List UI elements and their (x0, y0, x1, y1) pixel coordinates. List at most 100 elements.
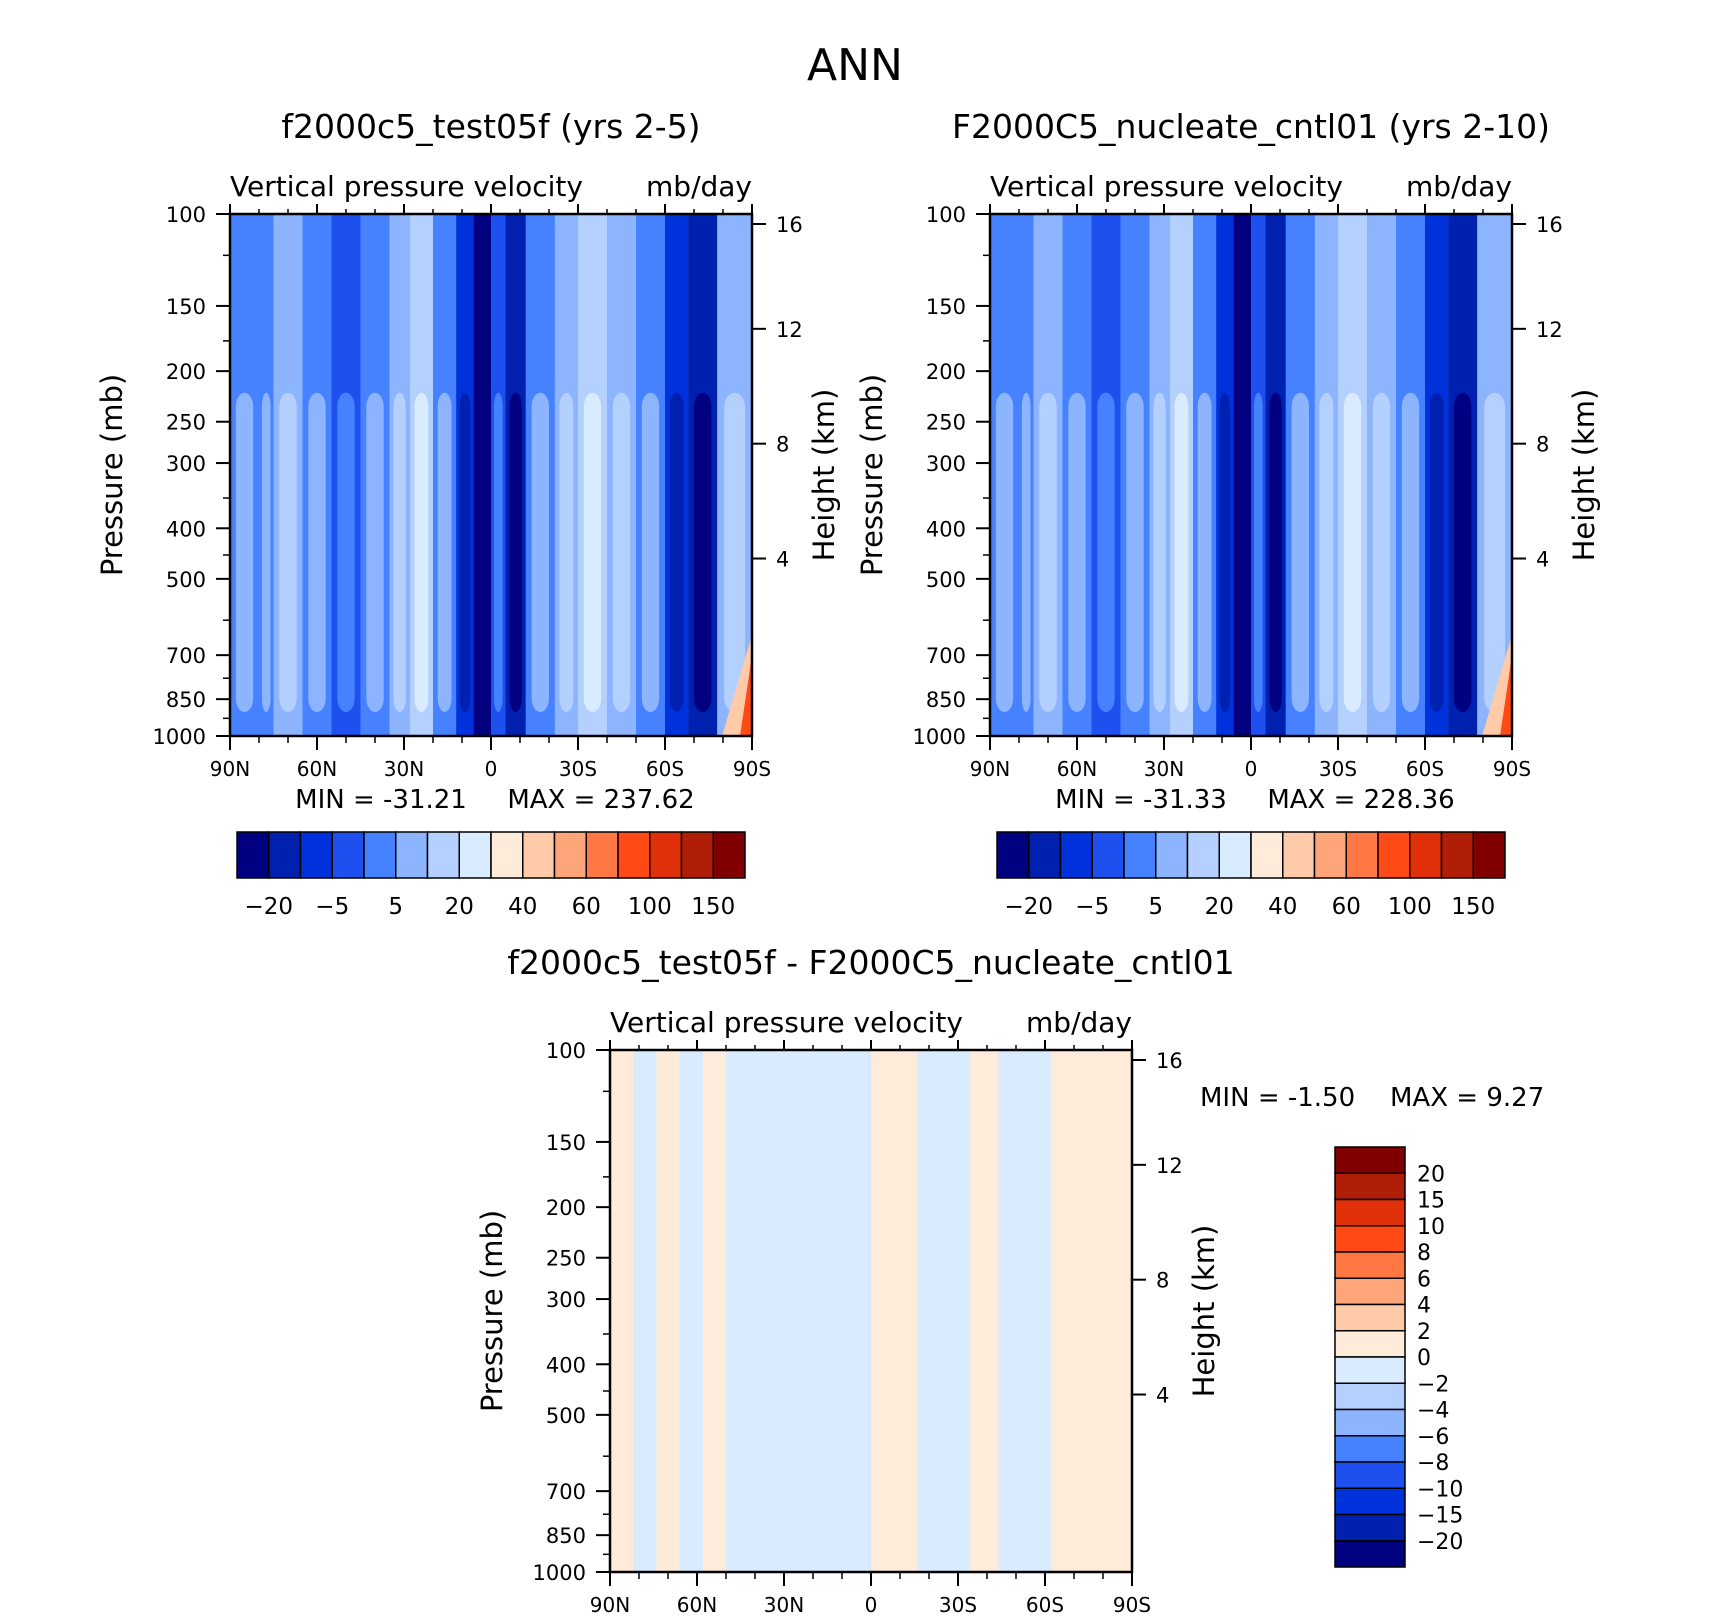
y2-tick-label: 16 (1536, 213, 1563, 237)
y2-tick-label: 16 (776, 213, 803, 237)
x-tick-label: 90N (210, 757, 250, 781)
x-tick-label: 90S (733, 757, 771, 781)
max-label: MAX = 228.36 (1267, 785, 1454, 815)
y-tick-label: 1000 (533, 1561, 586, 1585)
field-band (842, 1050, 871, 1572)
y2-tick-label: 12 (776, 318, 803, 342)
field-core (1153, 392, 1166, 713)
y-tick-label: 200 (546, 1196, 586, 1220)
field-positive-core (1500, 655, 1512, 736)
field-core (261, 392, 271, 713)
field-core (308, 392, 326, 713)
x-tick-label: 0 (485, 757, 498, 781)
y2-axis-label: Height (km) (1567, 389, 1601, 562)
panel-title: F2000C5_nucleate_cntl01 (yrs 2-10) (952, 107, 1550, 146)
field-core (1401, 392, 1420, 713)
field-core (509, 392, 522, 713)
field-band (784, 1050, 813, 1572)
y-tick-label: 500 (166, 568, 206, 592)
y-axis-label: Pressure (mb) (95, 374, 129, 576)
colorbar-cell (1334, 1198, 1406, 1227)
panel-title: f2000c5_test05f (yrs 2-5) (281, 107, 700, 146)
y-tick-label: 150 (546, 1131, 586, 1155)
colorbar-label: 40 (1268, 894, 1297, 920)
colorbar-cell (553, 831, 587, 879)
y2-tick-label: 12 (1536, 318, 1563, 342)
field-core (1197, 392, 1212, 713)
colorbar-cell (1313, 831, 1347, 879)
field-band (946, 1050, 970, 1572)
colorbar-label: 60 (572, 894, 601, 920)
y-tick-label: 850 (166, 688, 206, 712)
colorbar-cell (458, 831, 492, 879)
colorbar-label: −15 (1417, 1504, 1463, 1529)
x-tick-label: 60N (1057, 757, 1097, 781)
colorbar-cell (1334, 1172, 1406, 1201)
x-tick-label: 0 (1245, 757, 1258, 781)
field-core (1039, 392, 1057, 713)
colorbar-cell (426, 831, 460, 879)
colorbar-label: 20 (1417, 1162, 1445, 1187)
y-tick-label: 200 (926, 360, 966, 384)
field-core (1021, 392, 1031, 713)
colorbar-label: 2 (1417, 1320, 1431, 1345)
field-core (1219, 392, 1231, 713)
field-core (459, 392, 471, 713)
x-tick-label: 90N (590, 1593, 630, 1616)
y-tick-label: 500 (926, 568, 966, 592)
colorbar-label: −4 (1417, 1399, 1449, 1424)
colorbar-label: 150 (691, 894, 735, 920)
field-positive-core (740, 655, 752, 736)
y2-tick-label: 8 (1536, 433, 1549, 457)
y-tick-label: 300 (166, 452, 206, 476)
colorbar-cell (1334, 1435, 1406, 1463)
x-tick-label: 30N (1144, 757, 1184, 781)
colorbar-cell (1440, 831, 1474, 879)
y-tick-label: 150 (926, 295, 966, 319)
colorbar-label: 6 (1417, 1267, 1431, 1292)
y2-axis-label: Height (km) (807, 389, 841, 562)
colorbar-cell (617, 831, 651, 879)
field-core (337, 392, 355, 713)
colorbar-label: −6 (1417, 1425, 1449, 1450)
colorbar-label: 8 (1417, 1241, 1431, 1266)
x-tick-label: 30S (559, 757, 597, 781)
field-core (559, 392, 574, 713)
field-core (583, 392, 602, 713)
field-core (366, 392, 384, 713)
colorbar-cell (490, 831, 524, 879)
field-core (531, 392, 549, 713)
colorbar-cell (522, 831, 556, 879)
colorbar-cell (1334, 1277, 1406, 1306)
colorbar-cell (363, 831, 397, 879)
colorbar-cell (1123, 831, 1157, 879)
field-core (1068, 392, 1086, 713)
colorbar-label: 5 (1148, 894, 1163, 920)
colorbar-label: 15 (1417, 1189, 1445, 1214)
colorbar-cell (395, 831, 429, 879)
y-tick-label: 700 (546, 1480, 586, 1504)
colorbar-cell (649, 831, 683, 879)
field-band (726, 1050, 755, 1572)
field-band (1027, 1050, 1051, 1572)
colorbar-label: −5 (315, 894, 349, 920)
field-band (871, 1050, 895, 1572)
y-tick-label: 1000 (153, 725, 206, 749)
colorbar-label: −20 (244, 894, 293, 920)
colorbar-label: 5 (388, 894, 403, 920)
y2-tick-label: 4 (776, 548, 789, 572)
field-band (894, 1050, 918, 1572)
y2-tick-label: 8 (776, 433, 789, 457)
y-tick-label: 500 (546, 1404, 586, 1428)
colorbar-cell (1028, 831, 1062, 879)
y-tick-label: 1000 (913, 725, 966, 749)
colorbar-cell (1334, 1382, 1406, 1411)
colorbar-cell (1334, 1461, 1406, 1489)
max-label: MAX = 237.62 (507, 785, 694, 815)
colorbar-label: 20 (445, 894, 474, 920)
colorbar-cell (1377, 831, 1411, 879)
y2-axis-label: Height (km) (1187, 1225, 1221, 1398)
colorbar-label: 4 (1417, 1294, 1431, 1319)
y2-tick-label: 4 (1156, 1384, 1169, 1408)
min-label: MIN = -31.21 (295, 785, 467, 815)
